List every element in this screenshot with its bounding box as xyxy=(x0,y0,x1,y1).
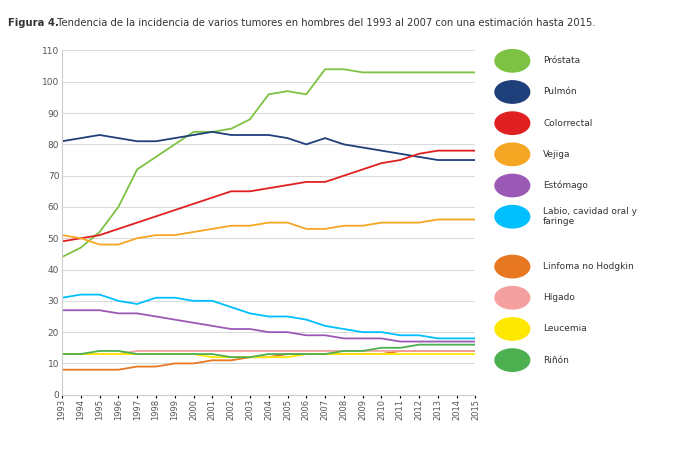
Text: Figura 4.: Figura 4. xyxy=(8,18,59,28)
Text: Próstata: Próstata xyxy=(543,56,580,65)
Ellipse shape xyxy=(495,349,530,371)
Ellipse shape xyxy=(495,255,530,278)
Text: Hígado: Hígado xyxy=(543,293,575,302)
Text: Pulmón: Pulmón xyxy=(543,88,577,96)
Text: Labio, cavidad oral y
faringe: Labio, cavidad oral y faringe xyxy=(543,207,637,226)
Text: Linfoma no Hodgkin: Linfoma no Hodgkin xyxy=(543,262,634,271)
Ellipse shape xyxy=(495,318,530,340)
Ellipse shape xyxy=(495,50,530,72)
Text: Vejiga: Vejiga xyxy=(543,150,570,159)
Text: Estómago: Estómago xyxy=(543,181,588,190)
Text: Tendencia de la incidencia de varios tumores en hombres del 1993 al 2007 con una: Tendencia de la incidencia de varios tum… xyxy=(51,18,595,28)
Text: Leucemia: Leucemia xyxy=(543,325,587,333)
Ellipse shape xyxy=(495,174,530,197)
Ellipse shape xyxy=(495,286,530,309)
Text: Riñón: Riñón xyxy=(543,356,569,364)
Text: Colorrectal: Colorrectal xyxy=(543,119,593,128)
Ellipse shape xyxy=(495,143,530,166)
Ellipse shape xyxy=(495,81,530,103)
Ellipse shape xyxy=(495,112,530,134)
Ellipse shape xyxy=(495,206,530,228)
